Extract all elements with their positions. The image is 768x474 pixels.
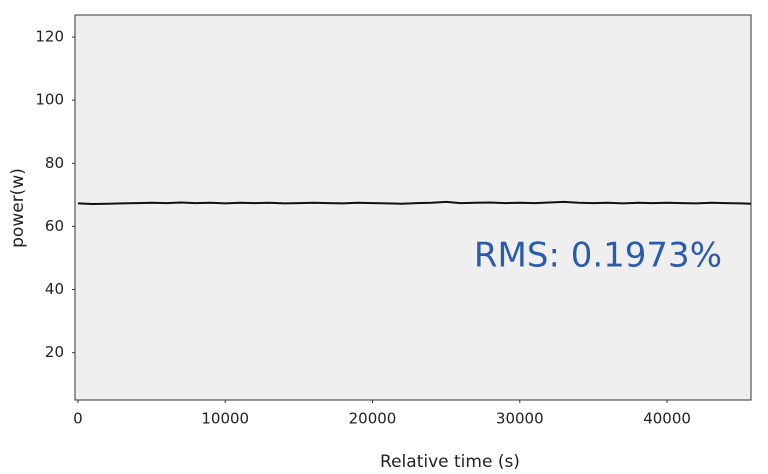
x-axis-label: Relative time (s): [380, 452, 520, 472]
x-tick-label: 30000: [496, 410, 544, 428]
y-tick-label: 40: [45, 280, 64, 298]
x-tick-label: 0: [73, 410, 83, 428]
x-tick-label: 20000: [349, 410, 397, 428]
plot-area: [74, 14, 752, 401]
y-tick-label: 100: [35, 91, 64, 109]
y-tick-label: 60: [45, 217, 64, 235]
y-tick-label: 120: [35, 28, 64, 46]
annotation: RMS: 0.1973%: [474, 236, 722, 276]
y-tick-label: 20: [45, 343, 64, 361]
y-tick-label: 80: [45, 154, 64, 172]
x-tick-label: 40000: [643, 410, 691, 428]
x-tick-label: 10000: [201, 410, 249, 428]
data-line: [77, 200, 752, 206]
y-axis-label: power(w): [8, 168, 28, 248]
